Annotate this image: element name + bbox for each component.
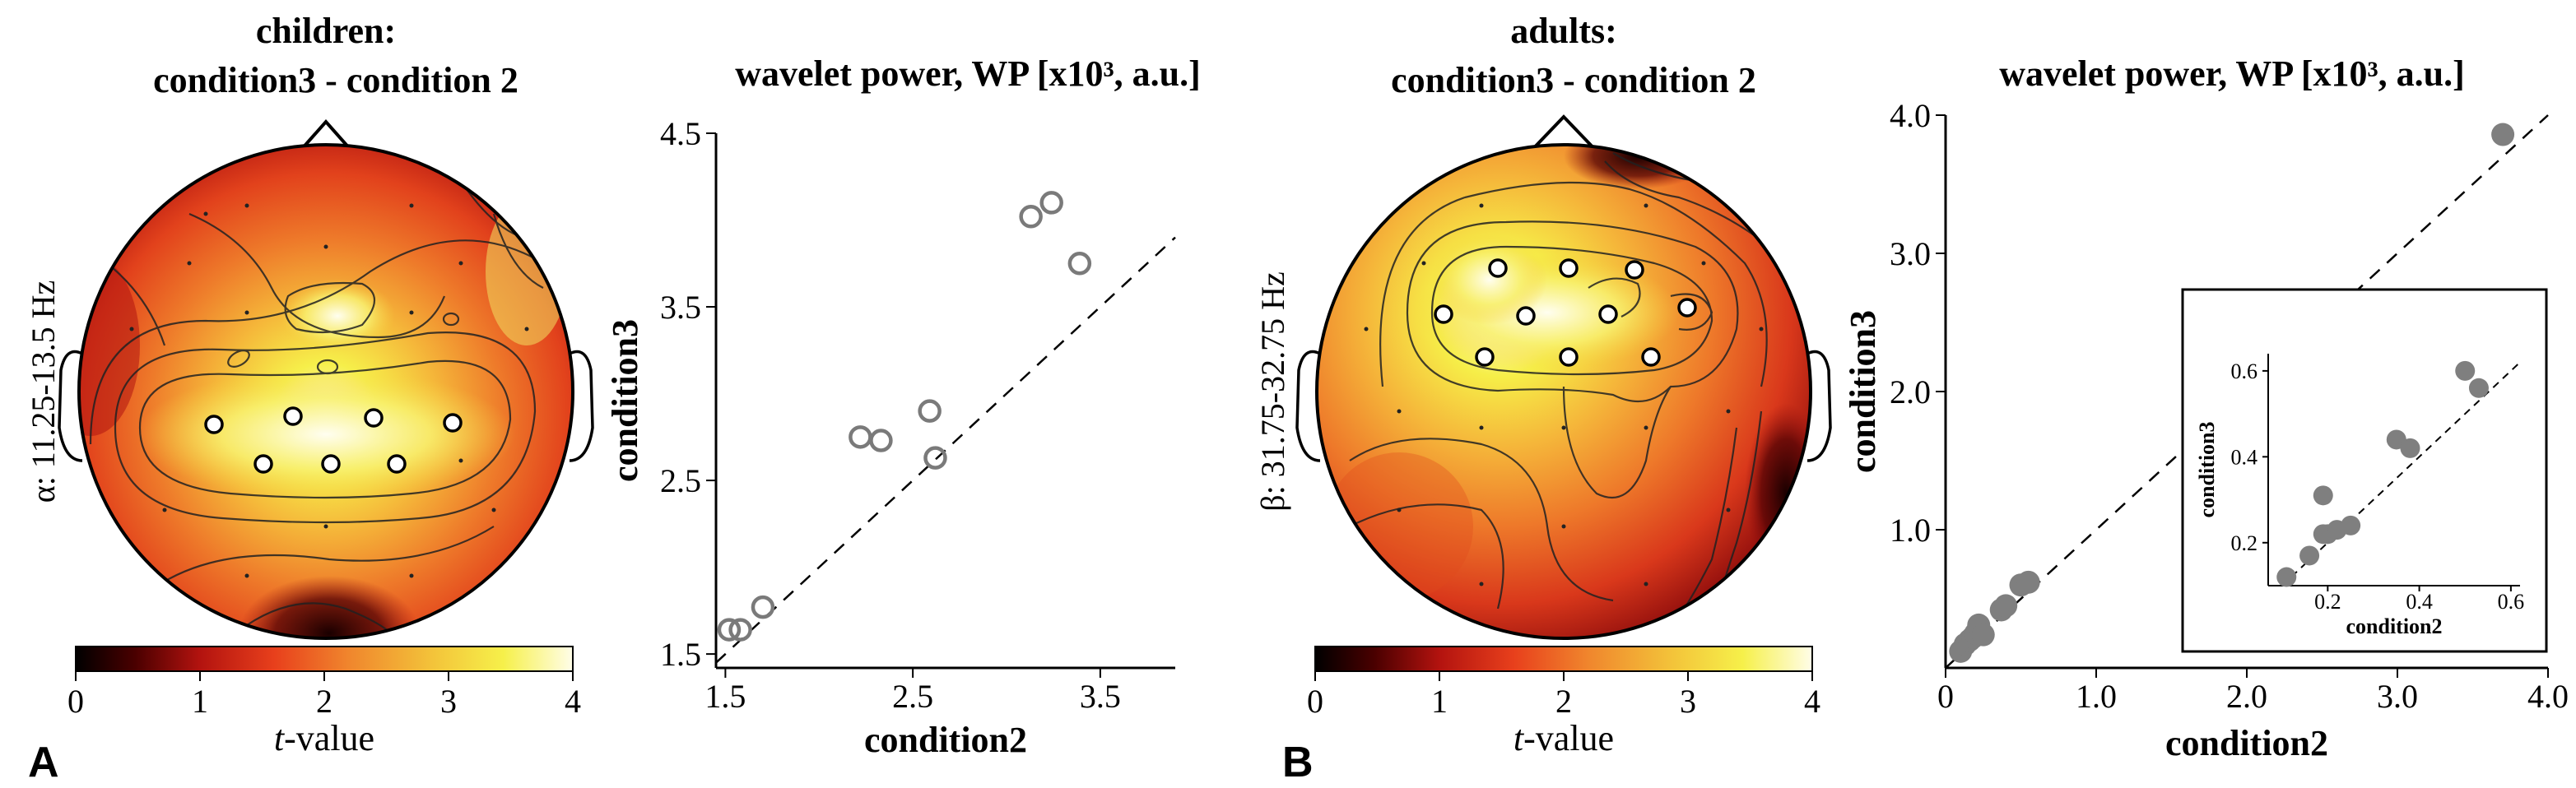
colorbar-a-label: t-value [274,718,374,758]
colorbar-a [75,646,574,672]
colorbar-tick-label: 3 [440,683,457,720]
scatter-chart-b: 0 1.0 2.0 3.0 4.0 1.0 2.0 3.0 4.0 wavelet power, … [1843,53,2569,763]
electrodes-b [1434,258,1697,367]
identity-line [2281,361,2521,586]
x-tick-label: 3.0 [2377,678,2418,715]
y-tick-label: 1.5 [660,636,701,673]
data-point [717,618,742,642]
scatter-chart-a: 1.5 2.5 3.5 1.5 2.5 3.5 4.5 wavelet power, WP [… [605,53,1201,760]
x-tick-label: 2.5 [892,678,933,715]
colorbar-tick-label: 0 [1307,683,1323,720]
colorbar-tick-label: 2 [316,683,332,720]
data-point [923,446,947,470]
identity-line [715,236,1176,664]
y-tick-label: 0.6 [2231,359,2258,383]
data-point [1971,623,1995,647]
y-tick-label: 2.0 [1890,373,1931,410]
data-point [1994,594,2018,618]
colorbar-tick-label: 4 [1804,683,1820,720]
data-point [1067,252,1092,276]
colorbar-tick-label: 1 [192,683,208,720]
right-ear-icon [1806,350,1832,462]
y-axis-label: condition3 [1843,310,1883,473]
x-tick-label: 0 [1937,678,1954,715]
inset-frame [2181,288,2548,653]
y-tick-label: 4.0 [1890,97,1931,134]
x-axis-label: condition2 [2346,614,2442,638]
y-tick-label: 0.4 [2231,445,2258,469]
data-point [2276,567,2297,587]
x-tick-label: 1.5 [704,678,746,715]
data-point [2455,360,2476,381]
data-point [849,425,872,449]
panel-label-a: A [28,739,59,786]
colorbar-tick-label: 0 [67,683,84,720]
colorbar-b-label: t-value [1514,718,1614,758]
y-tick-label: 1.0 [1890,512,1931,549]
topomap-b: adults: condition3 - condition 2 β: 31.7… [1254,11,1832,786]
topomap-b-band-label: β: 31.75-32.75 Hz [1254,271,1291,511]
left-ear-icon [1295,350,1321,462]
x-tick-label: 0.6 [2498,590,2525,614]
y-tick-label: 0.2 [2231,531,2258,555]
colorbar-tick-label: 4 [565,683,581,720]
topomap-b-title-line1: adults: [1510,11,1617,51]
data-point [728,618,752,642]
left-ear-icon [58,350,83,462]
data-point [1019,205,1043,229]
topomap-a-band-label: α: 11.25-13.5 Hz [25,280,62,503]
data-point [869,429,893,452]
y-tick-label: 4.5 [660,115,701,152]
data-point [2016,570,2040,594]
topomap-a-title-line2: condition3 - condition 2 [153,60,518,100]
colorbar-b [1314,646,1813,672]
x-tick-label: 0.2 [2314,590,2341,614]
x-tick-label: 0.4 [2406,590,2433,614]
data-point [2299,545,2320,566]
x-tick-label: 4.0 [2527,678,2569,715]
x-tick-label: 3.5 [1080,678,1121,715]
y-axis-label: condition3 [2195,421,2219,517]
data-point [2313,485,2333,506]
colorbar-tick-label: 3 [1680,683,1696,720]
colorbar-tick-label: 1 [1431,683,1448,720]
y-axis-label: condition3 [605,319,645,482]
y-tick-label: 3.5 [660,289,701,326]
panel-label-b: B [1282,739,1314,786]
topomap-a-title-line1: children: [256,11,396,51]
topomap-a: children: condition3 - condition 2 α: 11… [25,11,594,786]
data-point [751,595,775,619]
colorbar-tick-label: 2 [1555,683,1572,720]
data-point [2341,515,2361,535]
electrodes-a [204,406,463,474]
chart-title: wavelet power, WP [x10³, a.u.] [735,53,1201,94]
y-tick-label: 3.0 [1890,235,1931,272]
x-axis-label: condition2 [2165,723,2328,763]
data-point [2400,438,2420,458]
chart-title: wavelet power, WP [x10³, a.u.] [1999,53,2465,94]
y-tick-label: 2.5 [660,462,701,499]
x-tick-label: 2.0 [2226,678,2267,715]
x-axis-label: condition2 [864,720,1027,760]
topomap-b-title-line2: condition3 - condition 2 [1391,60,1756,100]
data-point [918,399,942,423]
right-ear-icon [569,350,594,462]
inset-scatter-chart: 0.2 0.4 0.6 0.2 0.4 0.6 condition2 condition3 [2195,354,2524,638]
data-point [2491,123,2515,146]
data-point [2468,378,2489,398]
x-tick-label: 1.0 [2076,678,2117,715]
data-point [1039,191,1063,215]
